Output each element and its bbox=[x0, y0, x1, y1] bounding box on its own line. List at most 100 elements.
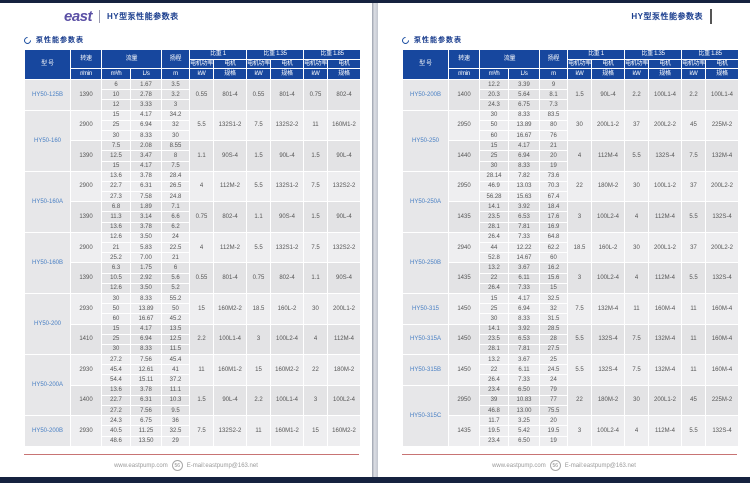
motor-power-cell: 7.5 bbox=[246, 109, 271, 142]
flow-m3h-cell: 25 bbox=[101, 333, 131, 345]
head-cell: 6 bbox=[161, 262, 190, 274]
motor-spec-cell: 180M-2 bbox=[591, 170, 625, 203]
flow-ls-cell: 6.94 bbox=[130, 333, 162, 345]
flow-m3h-cell: 15 bbox=[479, 140, 509, 152]
flow-ls-cell: 7.81 bbox=[508, 343, 540, 356]
col-motor-power: 电机功率 bbox=[246, 59, 271, 69]
speed-cell: 2930 bbox=[70, 292, 102, 325]
motor-spec-cell: 112M-2 bbox=[213, 231, 247, 264]
spread-seam bbox=[372, 3, 378, 477]
table-row: 1435 14.1 3.92 18.4 3 100L2-4 4 112M-4 5.5 132S-4 bbox=[402, 201, 739, 233]
flow-m3h-cell: 23.5 bbox=[479, 211, 509, 223]
flow-ls-cell: 2.92 bbox=[130, 272, 162, 284]
speed-cell: 1400 bbox=[448, 79, 480, 111]
motor-power-cell: 15 bbox=[189, 292, 214, 325]
flow-m3h-cell: 54.4 bbox=[101, 374, 131, 386]
flow-m3h-cell: 12.6 bbox=[101, 282, 131, 294]
section-title: 泵性能参数表 bbox=[414, 37, 462, 44]
head-cell: 24 bbox=[539, 374, 568, 386]
flow-ls-cell: 1.89 bbox=[130, 201, 162, 213]
col-flow: 流量 bbox=[479, 49, 540, 69]
head-cell: 77 bbox=[539, 394, 568, 407]
flow-ls-cell: 10.83 bbox=[508, 394, 540, 407]
motor-power-cell: 11 bbox=[681, 354, 706, 386]
motor-spec-cell: 801-4 bbox=[213, 79, 247, 111]
label-spec: 规格 bbox=[270, 68, 304, 80]
motor-power-cell: 22 bbox=[303, 354, 328, 386]
flow-ls-cell: 3.14 bbox=[130, 211, 162, 223]
motor-spec-cell: 160L-2 bbox=[270, 292, 304, 325]
head-cell: 60 bbox=[539, 252, 568, 264]
motor-power-cell: 1.5 bbox=[303, 201, 328, 233]
flow-m3h-cell: 13.6 bbox=[101, 384, 131, 396]
motor-spec-cell: 132M-4 bbox=[648, 354, 682, 386]
model-cell: HY50-315A bbox=[402, 323, 449, 356]
flow-m3h-cell: 10 bbox=[101, 89, 131, 101]
head-cell: 50 bbox=[161, 303, 190, 315]
flow-m3h-cell: 46.9 bbox=[479, 180, 509, 193]
motor-spec-cell: 160M-4 bbox=[705, 292, 739, 325]
col-gravity-1: 比重 1 bbox=[567, 49, 625, 60]
flow-ls-cell: 7.00 bbox=[130, 252, 162, 264]
motor-spec-cell: 225M-2 bbox=[705, 384, 739, 417]
flow-ls-cell: 13.00 bbox=[508, 404, 540, 417]
head-cell: 67.4 bbox=[539, 191, 568, 203]
section-row: 泵性能参数表 bbox=[22, 35, 372, 45]
motor-power-cell: 4 bbox=[624, 415, 649, 447]
motor-spec-cell: 160M-4 bbox=[705, 354, 739, 386]
ring-icon bbox=[400, 35, 411, 45]
head-cell: 28 bbox=[539, 333, 568, 345]
catalog-page-right: HY型泵性能参数表 泵性能参数表 型 号 转速 流量 扬程 比重 1 比重 1.… bbox=[378, 3, 750, 477]
model-cell: HY50-160A bbox=[24, 170, 71, 233]
page-title: HY型泵性能参数表 bbox=[107, 11, 179, 21]
motor-power-cell: 1.5 bbox=[567, 79, 592, 111]
head-cell: 41 bbox=[161, 364, 190, 376]
motor-spec-cell: 200L1-2 bbox=[648, 384, 682, 417]
head-cell: 28.4 bbox=[161, 170, 190, 182]
motor-power-cell: 5.5 bbox=[567, 354, 592, 386]
flow-m3h-cell: 40.5 bbox=[101, 425, 131, 437]
motor-power-cell: 4 bbox=[189, 231, 214, 264]
flow-ls-cell: 3.39 bbox=[508, 78, 540, 91]
head-cell: 34.2 bbox=[161, 109, 190, 121]
table-row: 1440 15 4.17 21 4 112M-4 5.5 132S-4 7.5 132M-4 bbox=[402, 140, 739, 172]
head-cell: 3.2 bbox=[161, 89, 190, 101]
motor-spec-cell: 160M2-2 bbox=[270, 354, 304, 386]
motor-spec-cell: 132S-4 bbox=[648, 140, 682, 172]
flow-ls-cell: 3.78 bbox=[130, 384, 162, 396]
table-row: HY50-250 2950 30 8.33 83.5 30 200L1-2 37 200L2-2… bbox=[402, 109, 739, 172]
motor-power-cell: 11 bbox=[303, 109, 328, 142]
speed-cell: 2900 bbox=[70, 231, 102, 264]
motor-spec-cell: 200L1-2 bbox=[648, 231, 682, 264]
speed-cell: 2930 bbox=[70, 354, 102, 386]
flow-m3h-cell: 26.4 bbox=[479, 231, 509, 244]
speed-cell: 2950 bbox=[448, 170, 480, 203]
head-cell: 76 bbox=[539, 129, 568, 142]
flow-ls-cell: 7.33 bbox=[508, 282, 540, 294]
catalog-spread: east HY型泵性能参数表 泵性能参数表 型 号 转速 流量 扬程 比重 1 … bbox=[0, 3, 750, 477]
head-cell: 36 bbox=[161, 415, 190, 427]
table-row: 1390 7.5 2.08 8.55 1.1 90S-4 1.5 90L-4 1.5 90L-4 bbox=[24, 140, 361, 172]
flow-m3h-cell: 30 bbox=[101, 343, 131, 356]
motor-power-cell: 5.5 bbox=[189, 109, 214, 142]
col-model: 型 号 bbox=[402, 49, 449, 80]
flow-m3h-cell: 30 bbox=[479, 109, 509, 121]
model-cell: HY50-200B bbox=[402, 79, 449, 111]
speed-cell: 1390 bbox=[70, 79, 102, 111]
col-motor-spec: 电机 bbox=[705, 59, 739, 69]
head-cell: 37.2 bbox=[161, 374, 190, 386]
flow-ls-cell: 6.53 bbox=[508, 211, 540, 223]
head-cell: 29 bbox=[161, 435, 190, 448]
head-cell: 11.5 bbox=[161, 343, 190, 356]
flow-ls-cell: 8.33 bbox=[508, 313, 540, 325]
model-cell: HY50-250B bbox=[402, 231, 449, 294]
motor-spec-cell: 132S1-2 bbox=[270, 170, 304, 203]
flow-m3h-cell: 13.2 bbox=[479, 262, 509, 274]
flow-m3h-cell: 27.2 bbox=[101, 354, 131, 366]
head-cell: 11.1 bbox=[161, 384, 190, 396]
model-cell: HY50-250 bbox=[402, 109, 449, 172]
motor-spec-cell: 112M-4 bbox=[648, 201, 682, 233]
unit-head: m bbox=[161, 68, 190, 80]
head-cell: 83.5 bbox=[539, 109, 568, 121]
speed-cell: 1435 bbox=[448, 262, 480, 294]
